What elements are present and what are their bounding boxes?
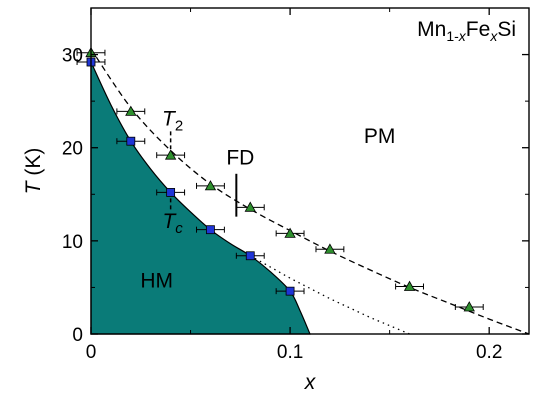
region-label-hm: HM xyxy=(140,269,173,292)
region-label-fd: FD xyxy=(226,146,254,169)
tc-data-point xyxy=(286,287,294,295)
x-tick-label: 0.1 xyxy=(277,342,303,363)
series-label-tc-sub: c xyxy=(175,220,183,237)
hm-phase-region xyxy=(91,62,310,334)
chart-title: Mn1-xFexSi xyxy=(417,18,516,44)
y-tick-label: 0 xyxy=(72,325,83,346)
region-label-pm: PM xyxy=(364,125,396,148)
title-base: Mn xyxy=(417,18,446,41)
tc-data-point xyxy=(246,252,254,260)
x-tick-label: 0.2 xyxy=(476,342,502,363)
y-tick-label: 10 xyxy=(62,232,83,253)
title-mid: Fe xyxy=(466,18,491,41)
series-label-t2-sub: 2 xyxy=(175,117,183,134)
y-tick-label: 20 xyxy=(62,139,83,160)
tc-data-point xyxy=(206,226,214,234)
title-tail: Si xyxy=(497,18,516,41)
x-tick-label: 0 xyxy=(86,342,97,363)
y-axis-title: T (K) xyxy=(22,148,45,195)
series-label-t2: T2 xyxy=(162,107,183,134)
x-axis-title: x xyxy=(304,371,317,394)
tc-data-point xyxy=(167,188,175,196)
y-axis-title-unit: (K) xyxy=(22,148,45,182)
title-sub1: 1- xyxy=(446,28,459,44)
y-tick-label: 30 xyxy=(62,46,83,67)
tc-data-point xyxy=(127,137,135,145)
